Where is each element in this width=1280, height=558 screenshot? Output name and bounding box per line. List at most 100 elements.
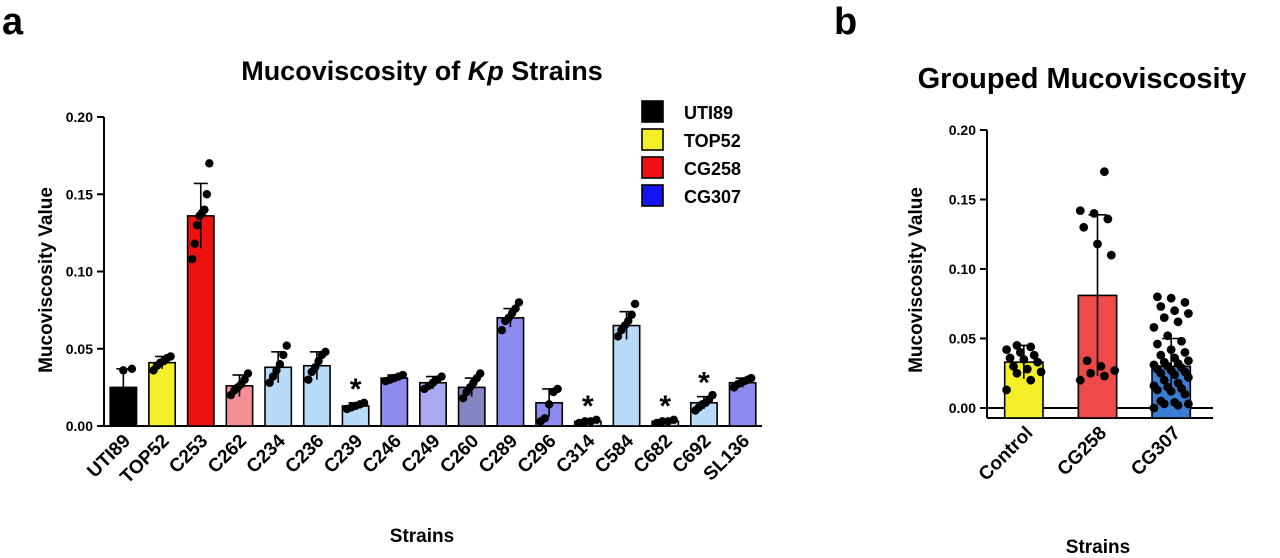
- grouped-point-cg307: [1163, 382, 1173, 392]
- chart-b-y-tick-label: 0.05: [949, 331, 976, 347]
- grouped-point-control: [1002, 345, 1011, 355]
- grouped-point-cg307: [1180, 297, 1190, 307]
- point-c289: [514, 298, 524, 307]
- chart-a-legend: UTI89 TOP52 CG258 CG307: [641, 100, 741, 207]
- grouped-point-cg258: [1099, 167, 1109, 177]
- grouped-point-control: [1005, 353, 1015, 363]
- chart-a-x-tick-c249: C249: [398, 431, 445, 478]
- point-c314: [592, 415, 601, 425]
- grouped-point-cg258: [1075, 375, 1085, 385]
- grouped-point-cg258: [1099, 371, 1109, 381]
- grouped-point-cg307: [1149, 322, 1159, 332]
- chart-b-x-tick-cg307: CG307: [1127, 423, 1184, 480]
- chart-a-title-pre: Mucoviscosity of: [241, 56, 468, 86]
- grouped-point-control: [1022, 364, 1032, 374]
- chart-b-x-axis: Control CG258 CG307: [975, 423, 1185, 486]
- chart-b: 0.00 0.05 0.10 0.15 0.20 Control CG258 CG307 M…: [906, 122, 1213, 558]
- grouped-point-cg258: [1075, 206, 1085, 216]
- grouped-point-cg307: [1159, 357, 1169, 367]
- point-c234: [265, 378, 274, 387]
- legend-label-cg258: CG258: [684, 159, 741, 179]
- chart-b-x-tick-control: Control: [975, 423, 1038, 486]
- chart-a-y-tick-label: 0.05: [66, 341, 93, 357]
- point-c236: [304, 375, 313, 384]
- chart-a-x-tick-c296: C296: [514, 431, 561, 478]
- point-c253: [202, 190, 212, 199]
- grouped-point-cg307: [1173, 317, 1183, 327]
- chart-a-x-tick-c234: C234: [243, 430, 290, 477]
- bar-c253: [186, 215, 215, 427]
- chart-a-title-italic: Kp: [468, 56, 504, 86]
- grouped-point-control: [1036, 367, 1046, 377]
- point-c234: [272, 366, 281, 375]
- grouped-point-cg258: [1086, 368, 1096, 378]
- point-c584: [627, 310, 636, 319]
- point-c239: [359, 398, 369, 408]
- point-c234: [282, 341, 291, 350]
- significance-star-c692: *: [698, 367, 710, 400]
- grouped-point-cg307: [1159, 375, 1169, 385]
- grouped-point-cg307: [1166, 345, 1176, 355]
- point-c234: [279, 350, 288, 360]
- legend-label-uti89: UTI89: [684, 103, 733, 123]
- grouped-point-cg307: [1163, 331, 1173, 341]
- chart-a-x-label: Strains: [390, 526, 454, 547]
- grouped-point-control: [1026, 342, 1036, 352]
- point-c682: [669, 415, 678, 425]
- grouped-point-cg307: [1180, 348, 1190, 357]
- grouped-point-cg307: [1149, 381, 1159, 391]
- grouped-point-cg258: [1079, 222, 1089, 232]
- grouped-point-cg307: [1159, 313, 1169, 323]
- chart-a-points: [110, 159, 756, 428]
- point-c260: [476, 369, 485, 378]
- point-c249: [437, 372, 446, 381]
- grouped-point-control: [1015, 348, 1025, 357]
- point-uti89: [110, 401, 119, 411]
- point-c262: [243, 369, 253, 378]
- point-c584: [613, 332, 623, 341]
- chart-a-x-tick-c682: C682: [630, 431, 677, 478]
- grouped-point-control: [1029, 350, 1039, 360]
- grouped-point-cg258: [1082, 356, 1092, 366]
- chart-a-x-tick-c262: C262: [204, 431, 251, 478]
- grouped-point-cg258: [1103, 214, 1113, 224]
- chart-a-x-tick-c260: C260: [436, 431, 483, 478]
- point-c236: [314, 356, 323, 366]
- grouped-point-cg258: [1096, 361, 1106, 371]
- point-c253: [192, 220, 202, 230]
- grouped-point-cg307: [1173, 378, 1183, 388]
- chart-b-x-label: Strains: [1066, 537, 1130, 558]
- significance-star-c239: *: [350, 373, 362, 406]
- point-c253: [190, 239, 199, 248]
- significance-star-c682: *: [659, 390, 671, 423]
- grouped-point-cg307: [1156, 350, 1166, 360]
- chart-a-x-tick-c236: C236: [281, 431, 328, 478]
- grouped-point-cg307: [1152, 292, 1162, 302]
- grouped-point-cg307: [1184, 399, 1193, 409]
- point-c234: [275, 360, 285, 369]
- grouped-point-cg307: [1149, 403, 1159, 413]
- chart-b-points: [1002, 167, 1193, 413]
- grouped-point-control: [1009, 361, 1018, 371]
- point-c253: [205, 159, 214, 168]
- chart-a-bars: [109, 215, 757, 427]
- chart-a-x-tick-c314: C314: [552, 430, 599, 477]
- grouped-point-cg307: [1170, 306, 1180, 316]
- legend-label-top52: TOP52: [684, 131, 741, 151]
- grouped-point-cg258: [1089, 209, 1099, 218]
- grouped-point-cg307: [1166, 293, 1176, 303]
- chart-a-y-tick-label: 0.15: [66, 186, 93, 202]
- point-c296: [553, 384, 562, 394]
- chart-b-title: Grouped Mucoviscosity: [918, 63, 1247, 95]
- chart-a-y-tick-label: 0.00: [66, 418, 93, 434]
- grouped-point-cg307: [1156, 396, 1166, 406]
- chart-a: 0.000.050.100.150.20 ** ** UTI89TOP52C253…: [36, 100, 762, 547]
- chart-b-y-label: Mucoviscosity Value: [906, 187, 927, 373]
- significance-star-c314: *: [582, 390, 594, 423]
- legend-swatch-top52: [641, 128, 664, 151]
- chart-a-x-tick-c239: C239: [320, 431, 367, 478]
- chart-a-x-tick-c584: C584: [591, 430, 638, 477]
- point-c296: [540, 414, 550, 423]
- chart-b-x-tick-cg258: CG258: [1054, 423, 1111, 480]
- grouped-point-cg307: [1170, 353, 1180, 363]
